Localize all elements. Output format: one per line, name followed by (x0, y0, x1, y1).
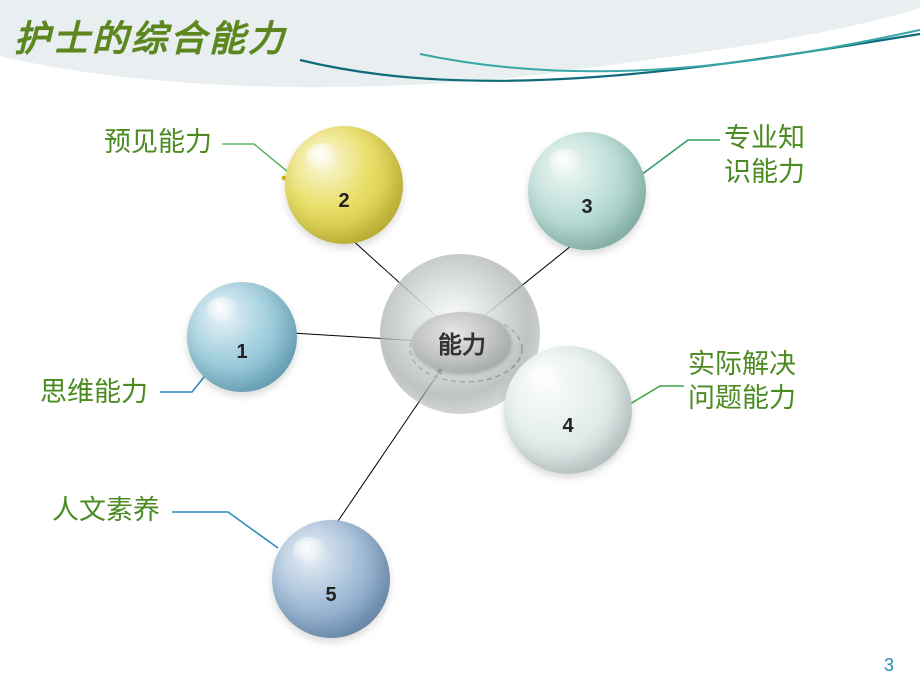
node-number: 2 (285, 190, 403, 213)
node-label-1: 思维能力 (40, 376, 148, 410)
center-node: 能力 (413, 312, 511, 372)
node-5: 5 (272, 520, 390, 638)
node-4: 4 (504, 346, 632, 474)
node-1: 1 (187, 282, 297, 392)
node-label-3: 专业知 识能力 (724, 122, 805, 190)
node-number: 4 (504, 415, 632, 438)
node-label-5: 人文素养 (52, 494, 160, 528)
page-number: 3 (884, 655, 894, 676)
node-3: 3 (528, 132, 646, 250)
slide: { "title": "护士的综合能力", "page_number": "3"… (0, 0, 920, 690)
node-number: 1 (187, 341, 297, 364)
center-label: 能力 (438, 325, 486, 360)
node-label-2: 预见能力 (104, 126, 212, 160)
node-number: 5 (272, 584, 390, 607)
node-number: 3 (528, 196, 646, 219)
node-label-4: 实际解决 问题能力 (688, 348, 796, 416)
node-2: 2 (285, 126, 403, 244)
